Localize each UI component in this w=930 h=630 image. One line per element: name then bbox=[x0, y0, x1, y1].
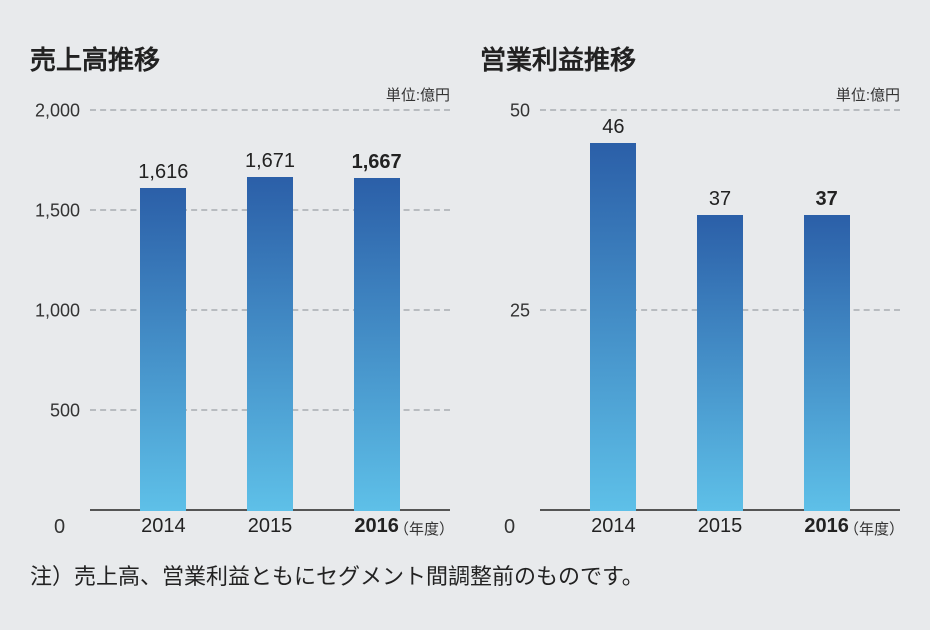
bar-value-label: 37 bbox=[816, 188, 838, 211]
bar-value-label: 46 bbox=[602, 116, 624, 139]
bar bbox=[697, 215, 743, 511]
profit-title: 営業利益推移 bbox=[480, 40, 900, 77]
bar bbox=[140, 188, 186, 511]
zero-label: 0 bbox=[54, 516, 65, 539]
profit-panel: 営業利益推移 単位:億円 5025463737 0 201420152016 （… bbox=[480, 40, 900, 541]
bar bbox=[247, 177, 293, 511]
y-tick-label: 50 bbox=[510, 101, 540, 122]
bar-col: 37 bbox=[690, 111, 750, 511]
y-tick-label: 1,000 bbox=[35, 301, 90, 322]
bar bbox=[590, 143, 636, 511]
bar-col: 37 bbox=[797, 111, 857, 511]
nendo-label: （年度） bbox=[394, 518, 454, 539]
zero-label: 0 bbox=[504, 516, 515, 539]
bar-value-label: 1,671 bbox=[245, 150, 295, 173]
bar bbox=[804, 215, 850, 511]
bar-value-label: 37 bbox=[709, 188, 731, 211]
profit-plot: 5025463737 0 201420152016 （年度） bbox=[480, 111, 900, 541]
bars-group: 46 37 37 bbox=[540, 111, 900, 511]
bar-col: 1,616 bbox=[133, 111, 193, 511]
bars-group: 1,616 1,671 1,667 bbox=[90, 111, 450, 511]
x-tick-label: 2014 bbox=[583, 515, 643, 538]
bar-value-label: 1,667 bbox=[352, 151, 402, 174]
bar-col: 46 bbox=[583, 111, 643, 511]
bar-col: 1,667 bbox=[347, 111, 407, 511]
sales-unit: 単位:億円 bbox=[386, 84, 450, 105]
y-tick-label: 500 bbox=[50, 401, 90, 422]
sales-plot: 2,0001,5001,0005001,6161,6711,667 0 2014… bbox=[30, 111, 450, 541]
y-tick-label: 25 bbox=[510, 301, 540, 322]
x-tick-label: 2014 bbox=[133, 515, 193, 538]
profit-unit: 単位:億円 bbox=[836, 84, 900, 105]
sales-panel: 売上高推移 単位:億円 2,000 1,500 1,000 500 1,616 1,671… bbox=[30, 40, 450, 541]
y-tick-label: 2,000 bbox=[35, 101, 90, 122]
footnote: 注）売上高、営業利益ともにセグメント間調整前のものです。 bbox=[0, 541, 930, 591]
bar bbox=[354, 178, 400, 511]
y-tick-label: 1,500 bbox=[35, 201, 90, 222]
bar-col: 1,671 bbox=[240, 111, 300, 511]
x-tick-label: 2015 bbox=[690, 515, 750, 538]
sales-title: 売上高推移 bbox=[30, 40, 450, 77]
x-tick-label: 2015 bbox=[240, 515, 300, 538]
bar-value-label: 1,616 bbox=[138, 161, 188, 184]
nendo-label: （年度） bbox=[844, 518, 904, 539]
